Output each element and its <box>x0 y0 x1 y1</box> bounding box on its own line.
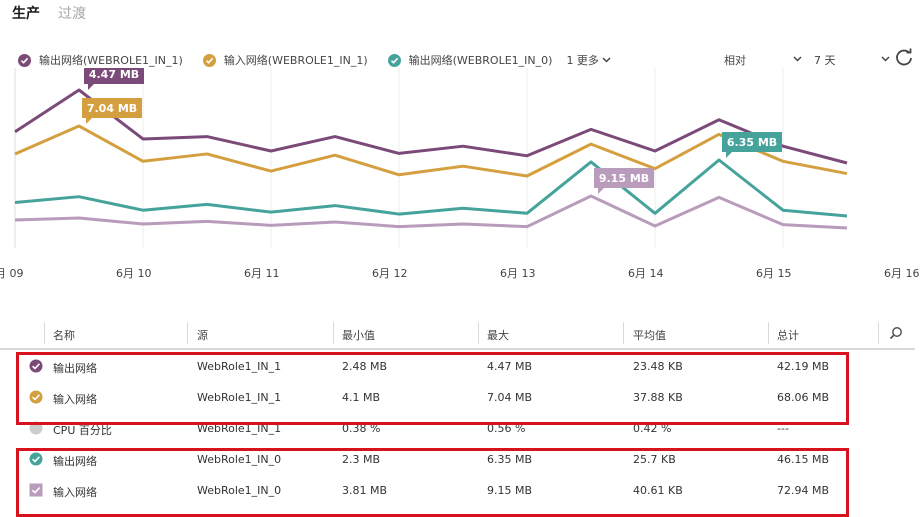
value-callout: 7.04 MB <box>82 98 142 124</box>
series-line <box>14 88 848 165</box>
more-series-dropdown[interactable]: 1 更多 <box>566 52 611 68</box>
empty-circle-icon[interactable] <box>29 421 43 435</box>
chevron-down-icon <box>602 57 611 63</box>
legend-item-in-in1[interactable]: 输入网络(WEBROLE1_IN_1) <box>202 52 368 68</box>
legend-item-out-in0[interactable]: 输出网络(WEBROLE1_IN_0) <box>387 52 553 68</box>
relative-value: 相对 <box>724 54 746 67</box>
callout-text: 6.35 MB <box>727 136 777 149</box>
x-tick-label: 6月 09 <box>0 267 24 280</box>
x-tick-label: 6月 13 <box>500 267 536 280</box>
chart-legend: 输出网络(WEBROLE1_IN_1) 输入网络(WEBROLE1_IN_1) … <box>18 52 611 68</box>
cell-avg: 25.7 KB <box>633 453 676 466</box>
chevron-down-icon <box>793 56 802 62</box>
x-tick-label: 6月 11 <box>244 267 280 280</box>
table-row[interactable]: 输入网络 WebRole1_IN_0 3.81 MB 9.15 MB 40.61 KB 7… <box>0 474 915 505</box>
refresh-icon[interactable] <box>893 47 915 69</box>
table-row[interactable]: 输入网络 WebRole1_IN_1 4.1 MB 7.04 MB 37.88 KB 68… <box>0 381 915 412</box>
cell-name: 输出网络 <box>53 362 97 375</box>
series-line <box>14 158 848 218</box>
relative-select[interactable]: 相对 <box>724 52 804 68</box>
check-circle-icon[interactable] <box>29 359 43 373</box>
more-label: 1 更多 <box>566 54 599 67</box>
legend-item-out-in1[interactable]: 输出网络(WEBROLE1_IN_1) <box>18 52 183 68</box>
legend-label: 输入网络(WEBROLE1_IN_1) <box>223 54 368 67</box>
series-line <box>14 194 848 230</box>
x-tick-label: 6月 12 <box>372 267 408 280</box>
check-circle-icon <box>202 53 216 67</box>
cell-avg: 40.61 KB <box>633 484 683 497</box>
cell-total: 46.15 MB <box>777 453 830 466</box>
col-header-name[interactable]: 名称 <box>53 329 75 342</box>
check-circle-icon[interactable] <box>29 390 43 404</box>
cell-max: 7.04 MB <box>487 391 533 404</box>
cell-name: 输出网络 <box>53 455 97 468</box>
cell-max: 6.35 MB <box>487 453 533 466</box>
checkbox-icon[interactable] <box>29 483 43 497</box>
value-callout: 9.15 MB <box>594 168 654 194</box>
callout-text: 7.04 MB <box>87 102 137 115</box>
cell-total: 72.94 MB <box>777 484 830 497</box>
cell-min: 3.81 MB <box>342 484 388 497</box>
cell-source: WebRole1_IN_0 <box>197 484 282 497</box>
environment-tabs: 生产 过渡 <box>12 3 86 23</box>
tab-staging[interactable]: 过渡 <box>58 6 86 22</box>
value-callout: 4.47 MB <box>84 68 144 90</box>
cell-source: WebRole1_IN_0 <box>197 453 282 466</box>
time-range-select[interactable]: 7 天 <box>814 52 894 68</box>
cell-source: WebRole1_IN_1 <box>197 360 282 373</box>
cell-avg: 37.88 KB <box>633 391 683 404</box>
cell-min: 2.48 MB <box>342 360 388 373</box>
cell-source: WebRole1_IN_1 <box>197 391 282 404</box>
network-chart: 6月 09 6月 10 6月 11 6月 12 6月 13 6月 14 6月 15 6月 16… <box>0 68 920 288</box>
cell-max: 4.47 MB <box>487 360 533 373</box>
chevron-down-icon <box>881 56 890 62</box>
cell-total: 42.19 MB <box>777 360 830 373</box>
cell-name: CPU 百分比 <box>53 424 112 437</box>
cell-source: WebRole1_IN_1 <box>197 422 282 435</box>
cell-total: 68.06 MB <box>777 391 830 404</box>
callout-text: 4.47 MB <box>89 68 139 81</box>
line-chart: 6月 09 6月 10 6月 11 6月 12 6月 13 6月 14 6月 15 6月 16… <box>0 68 920 280</box>
legend-label: 输出网络(WEBROLE1_IN_0) <box>408 54 553 67</box>
value-callout: 6.35 MB <box>722 132 782 158</box>
col-header-max[interactable]: 最大 <box>487 329 509 342</box>
table-row[interactable]: 输出网络 WebRole1_IN_0 2.3 MB 6.35 MB 25.7 KB 46.… <box>0 443 915 474</box>
x-tick-label: 6月 15 <box>756 267 792 280</box>
time-range-value: 7 天 <box>814 54 836 67</box>
cell-name: 输入网络 <box>53 393 97 406</box>
check-circle-icon <box>18 53 31 67</box>
col-header-total[interactable]: 总计 <box>777 329 799 342</box>
col-header-avg[interactable]: 平均值 <box>633 329 666 342</box>
cell-max: 0.56 % <box>487 422 526 435</box>
tab-production[interactable]: 生产 <box>12 6 40 22</box>
table-row[interactable]: CPU 百分比 WebRole1_IN_1 0.38 % 0.56 % 0.42 % --… <box>0 412 915 443</box>
search-icon[interactable] <box>889 326 903 340</box>
legend-label: 输出网络(WEBROLE1_IN_1) <box>39 54 183 67</box>
x-tick-label: 6月 16 <box>884 267 920 280</box>
x-tick-label: 6月 10 <box>116 267 152 280</box>
check-circle-icon[interactable] <box>29 452 43 466</box>
table-row[interactable]: 输出网络 WebRole1_IN_1 2.48 MB 4.47 MB 23.48 KB 4… <box>0 350 915 381</box>
metrics-table: 名称 源 最小值 最大 平均值 总计 输出网络 WebRole1_IN_1 2.48… <box>0 318 915 505</box>
col-header-source[interactable]: 源 <box>197 329 208 342</box>
series-line <box>14 124 848 178</box>
cell-name: 输入网络 <box>53 486 97 499</box>
callout-text: 9.15 MB <box>599 172 649 185</box>
cell-min: 2.3 MB <box>342 453 381 466</box>
cell-max: 9.15 MB <box>487 484 533 497</box>
cell-total: --- <box>777 422 789 435</box>
check-circle-icon <box>387 53 401 67</box>
x-tick-label: 6月 14 <box>628 267 664 280</box>
cell-avg: 23.48 KB <box>633 360 683 373</box>
cell-min: 4.1 MB <box>342 391 381 404</box>
table-header: 名称 源 最小值 最大 平均值 总计 <box>0 318 915 350</box>
cell-min: 0.38 % <box>342 422 381 435</box>
cell-avg: 0.42 % <box>633 422 672 435</box>
col-header-min[interactable]: 最小值 <box>342 329 375 342</box>
